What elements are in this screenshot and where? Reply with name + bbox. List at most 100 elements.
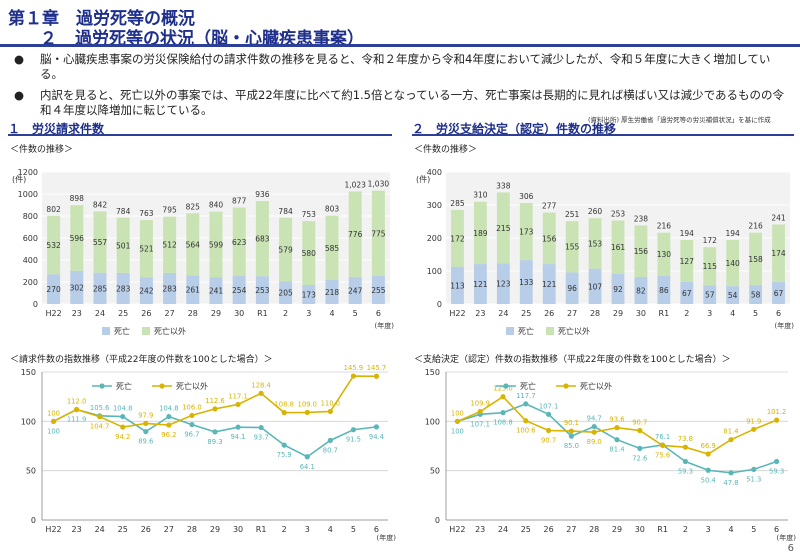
data-point [546,411,552,417]
section-underline [412,134,794,136]
data-point [74,406,80,413]
bar-label-total: 753 [302,210,317,219]
data-point [477,408,483,415]
bar-label-other: 532 [46,241,61,250]
bullet-text: 内訳を見ると、死亡以外の事案では、平成22年度に比べて約1.5倍となっている一方… [40,88,784,117]
x-tick-label: 25 [118,525,128,534]
data-label: 100 [47,427,60,435]
data-label: 104.8 [159,405,178,413]
bar-label-death: 261 [186,286,201,295]
data-label: 80.7 [323,446,338,454]
bar-label-total: 285 [450,199,465,208]
bar-death [542,264,556,304]
y-tick-label: 200 [23,278,38,287]
x-axis-unit: (年度) [777,533,797,542]
legend-label-other: 死亡以外 [154,326,186,336]
x-tick-label: 2 [684,309,689,318]
y-tick-label: 100 [427,267,442,276]
y-tick-label: 150 [425,368,440,377]
data-point [500,410,506,416]
bar-label-death: 255 [371,286,386,295]
bar-label-total: 825 [186,202,201,211]
bar-death [232,276,246,304]
x-tick-label: 4 [730,309,735,318]
y-tick-label: 0 [33,300,38,309]
bar-label-other: 127 [680,257,695,266]
data-label: 109.9 [470,400,489,408]
y-tick-label: 0 [31,516,36,525]
data-label: 125.0 [493,385,512,393]
bar-death [70,270,84,304]
x-tick-label: 24 [95,525,105,534]
data-point [304,409,310,416]
bar-death [657,275,671,304]
source-note: (資料出所) 厚生労働省「過労死等の労災補償状況」を基に作成 [588,116,771,124]
legend-swatch-death [506,327,514,335]
bar-death [703,285,717,304]
bar-other [279,217,293,282]
bar-death [473,264,487,304]
bar-label-other: 564 [186,240,201,249]
legend-swatch-other [142,327,150,335]
bar-label-death: 133 [519,278,534,287]
data-point [350,427,356,433]
data-label: 94.7 [587,415,602,423]
bar-label-total: 898 [70,194,85,203]
data-label: 59.3 [678,467,693,475]
bar-other [772,224,785,282]
data-point [774,417,780,423]
bar-other [749,232,763,285]
bar-other [232,207,246,277]
x-tick-label: 28 [589,525,599,534]
bar-label-other: 174 [771,249,786,258]
data-label: 128.4 [251,381,270,389]
y-tick-label: 200 [427,234,442,243]
bar-other [519,203,533,261]
bar-death [519,260,533,304]
bar-other [451,209,464,267]
x-tick-label: 27 [567,309,577,318]
x-tick-label: R1 [659,309,670,318]
bar-label-total: 194 [726,229,741,238]
bar-death [680,281,694,304]
x-tick-label: 5 [353,309,358,318]
x-tick-label: 3 [706,525,711,534]
data-point [235,401,241,408]
data-point [523,418,529,424]
bar-label-other: 580 [302,249,317,258]
x-tick-label: 23 [72,309,82,318]
data-label: 91.5 [346,436,361,444]
y-tick-label: 1200 [18,168,38,177]
bar-other [634,225,648,277]
legend-label-death: 死亡 [518,326,534,336]
data-label: 106.0 [182,403,201,411]
data-label: 104.7 [90,423,109,431]
bar-label-total: 784 [116,207,131,216]
bar-label-death: 113 [450,281,465,290]
bar-label-death: 86 [659,286,669,295]
bar-label-other: 173 [519,228,534,237]
data-label: 100 [451,409,464,417]
x-tick-label: 27 [165,309,175,318]
data-label: 100 [47,409,60,417]
data-point [189,412,195,419]
data-label: 89.0 [587,438,602,446]
data-label: 90.1 [564,419,579,427]
x-tick-label: 23 [475,309,485,318]
data-point [212,406,218,412]
bar-label-total: 310 [473,191,488,200]
data-point [50,418,57,424]
bar-label-total: 784 [278,207,293,216]
bar-label-total: 1,030 [368,180,390,189]
claims-count-chart: 020040060080010001200(件)270532802H223025… [12,168,394,336]
legend-marker-other [563,383,569,389]
x-axis-unit: (年度) [775,321,795,330]
x-tick-label: H22 [45,525,61,534]
legend-label-other: 死亡以外 [176,381,208,391]
bar-label-death: 247 [348,286,363,295]
data-label: 101.2 [767,408,786,416]
bar-label-total: 277 [542,202,557,211]
bar-death [279,281,293,304]
bar-label-other: 161 [611,243,626,252]
bar-other [657,232,671,276]
